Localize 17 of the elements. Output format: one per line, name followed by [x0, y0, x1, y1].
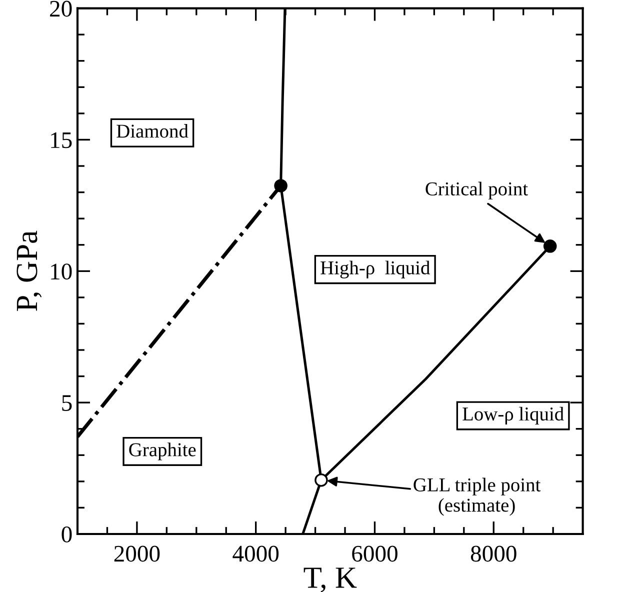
- y-tick-label: 20: [50, 0, 72, 17]
- annotation: High-ρ liquid: [320, 260, 430, 278]
- y-tick-label: 15: [51, 132, 72, 148]
- annotation: Low-ρ liquid: [462, 406, 564, 425]
- annotation: Diamond: [116, 124, 188, 138]
- y-tick-label: 0: [62, 526, 72, 542]
- annotation: Graphite: [129, 442, 196, 460]
- x-tick-label: 6000: [352, 546, 398, 562]
- annotation: GLL triple point (estimate): [414, 478, 541, 516]
- annotation: Critical point: [426, 182, 528, 200]
- x-axis-title: T, K: [304, 568, 357, 592]
- y-tick-label: 10: [51, 264, 72, 280]
- x-tick-label: 4000: [232, 546, 279, 562]
- y-axis-title: P, GPa: [16, 230, 42, 312]
- x-tick-label: 8000: [470, 546, 516, 562]
- x-tick-label: 2000: [114, 546, 160, 562]
- y-tick-label: 5: [62, 395, 72, 411]
